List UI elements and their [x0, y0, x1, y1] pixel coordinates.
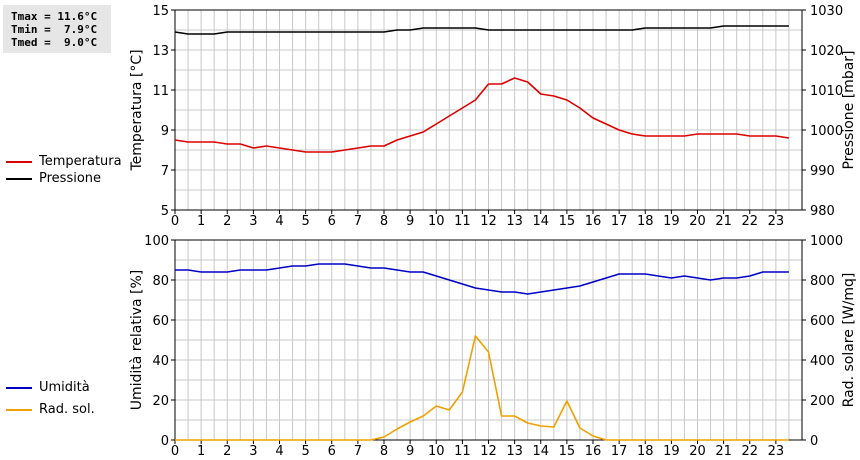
x-tick-label: 0: [171, 214, 179, 229]
legend-label-pressure: Pressione: [39, 171, 102, 186]
x-tick-label: 11: [454, 444, 471, 459]
x-tick-label: 23: [768, 444, 785, 459]
chart-panel-2: 0 1 2 3 4 5 6 7 8 9 10 11 12 13 14 15 16 17 18 19 20 21 22 2302…: [129, 234, 857, 459]
stat-tmax: Tmax = 11.6°C: [11, 10, 98, 23]
y-tick-label: 9: [161, 124, 169, 139]
stats-box: Tmax = 11.6°C Tmin = 7.9°C Tmed = 9.0°C: [3, 5, 111, 53]
x-tick-label: 14: [532, 214, 549, 229]
y-tick-label: 7: [161, 164, 169, 179]
x-tick-label: 13: [506, 444, 523, 459]
x-tick-label: 23: [768, 214, 785, 229]
x-tick-label: 17: [611, 214, 628, 229]
y2-tick-label: 400: [810, 354, 835, 369]
y-tick-label: 100: [144, 234, 169, 249]
x-tick-label: 20: [689, 214, 706, 229]
legend-swatch-humidity: [6, 387, 32, 389]
x-tick-label: 16: [585, 444, 602, 459]
y-tick-label: 80: [152, 274, 169, 289]
series-line-pressione: [174, 25, 789, 35]
x-tick-label: 1: [197, 444, 205, 459]
stat-tmin: Tmin = 7.9°C: [11, 23, 98, 36]
x-tick-label: 22: [741, 444, 758, 459]
x-tick-label: 4: [275, 214, 283, 229]
y2-tick-label: 980: [810, 204, 835, 219]
x-tick-label: 12: [480, 444, 497, 459]
x-tick-label: 14: [532, 444, 549, 459]
stat-tmed: Tmed = 9.0°C: [11, 36, 98, 49]
y-tick-label: 60: [152, 314, 169, 329]
x-tick-label: 9: [406, 214, 414, 229]
x-tick-label: 18: [637, 444, 654, 459]
x-tick-label: 6: [328, 444, 336, 459]
x-tick-label: 19: [663, 214, 680, 229]
y-tick-label: 11: [152, 84, 169, 99]
x-tick-label: 8: [380, 214, 388, 229]
y2-tick-label: 990: [810, 164, 835, 179]
x-tick-label: 22: [741, 214, 758, 229]
y-tick-label: 0: [161, 434, 169, 449]
x-tick-label: 15: [559, 444, 576, 459]
y-axis-title: Temperatura [°C]: [129, 49, 145, 171]
y2-tick-label: 1000: [810, 124, 843, 139]
legend-label-humidity: Umidità: [39, 380, 90, 395]
series-line-rad-sol: [175, 335, 789, 441]
x-tick-label: 6: [328, 214, 336, 229]
y2-tick-label: 1010: [810, 84, 843, 99]
x-tick-label: 5: [301, 444, 309, 459]
x-tick-label: 12: [480, 214, 497, 229]
legend-swatch-pressure: [6, 178, 32, 180]
y-tick-label: 40: [152, 354, 169, 369]
y2-tick-label: 800: [810, 274, 835, 289]
legend-label-radiation: Rad. sol.: [39, 402, 95, 417]
series-line-temperatura: [174, 77, 790, 153]
x-tick-label: 3: [249, 444, 257, 459]
x-tick-label: 3: [249, 214, 257, 229]
chart-panel-1: 0 1 2 3 4 5 6 7 8 9 10 11 12 13 14 15 16 17 18 19 20 21 22 2357…: [129, 4, 857, 229]
y2-axis-title: Rad. solare [W/mq]: [841, 273, 857, 408]
y2-tick-label: 0: [810, 434, 818, 449]
x-tick-label: 10: [428, 444, 445, 459]
x-tick-label: 17: [611, 444, 628, 459]
x-tick-label: 21: [715, 444, 732, 459]
x-tick-label: 8: [380, 444, 388, 459]
y-tick-label: 15: [152, 4, 169, 19]
x-tick-label: 16: [585, 214, 602, 229]
x-tick-label: 9: [406, 444, 414, 459]
x-tick-label: 2: [223, 444, 231, 459]
x-tick-label: 7: [354, 444, 362, 459]
x-tick-label: 5: [301, 214, 309, 229]
x-tick-label: 19: [663, 444, 680, 459]
x-tick-label: 2: [223, 214, 231, 229]
x-tick-label: 0: [171, 444, 179, 459]
y2-tick-label: 600: [810, 314, 835, 329]
x-tick-label: 7: [354, 214, 362, 229]
y-tick-label: 20: [152, 394, 169, 409]
y2-tick-label: 1030: [810, 4, 843, 19]
y2-tick-label: 200: [810, 394, 835, 409]
legend-swatch-temperature: [6, 161, 32, 163]
y2-axis-title: Pressione [mbar]: [841, 50, 857, 169]
x-tick-label: 10: [428, 214, 445, 229]
x-tick-label: 13: [506, 214, 523, 229]
x-tick-label: 11: [454, 214, 471, 229]
x-tick-label: 20: [689, 444, 706, 459]
x-tick-label: 15: [559, 214, 576, 229]
legend-label-temperature: Temperatura: [39, 154, 122, 169]
x-tick-label: 1: [197, 214, 205, 229]
legend-swatch-radiation: [6, 409, 32, 411]
y-tick-label: 5: [161, 204, 169, 219]
x-tick-label: 21: [715, 214, 732, 229]
y-axis-title: Umidità relativa [%]: [129, 270, 145, 411]
series-line-umidit: [175, 263, 789, 295]
y2-tick-label: 1000: [810, 234, 843, 249]
y2-tick-label: 1020: [810, 44, 843, 59]
y-tick-label: 13: [152, 44, 169, 59]
x-tick-label: 18: [637, 214, 654, 229]
x-tick-label: 4: [275, 444, 283, 459]
